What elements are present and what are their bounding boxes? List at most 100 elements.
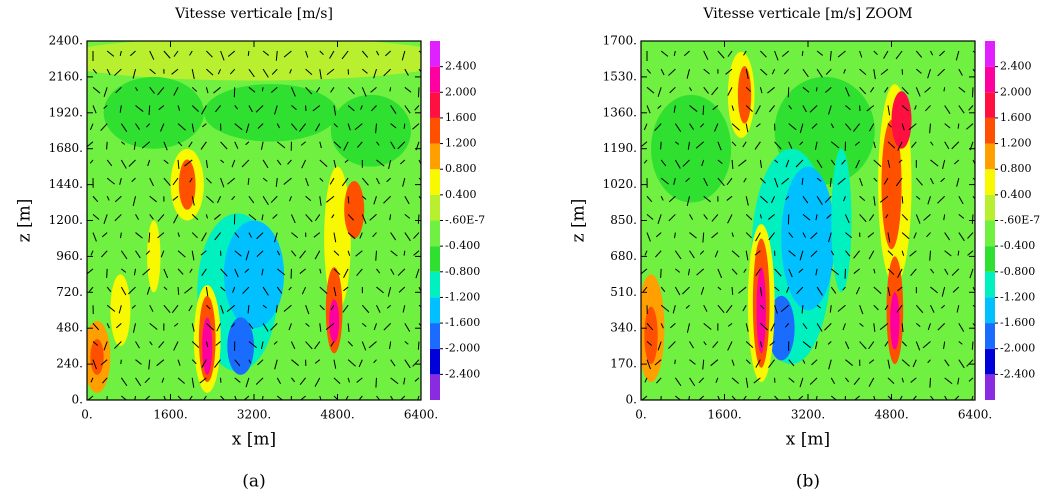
wind-vector [673,177,676,185]
contour-region [891,91,912,149]
wind-vector [795,159,804,168]
wind-vector [774,50,779,61]
wind-vector [319,177,324,182]
wind-vector [191,105,199,112]
wind-vector [754,141,761,150]
wind-vector [331,214,335,219]
y-tick-label: 680. [610,249,637,263]
wind-vector [745,196,749,206]
wind-vector [191,232,198,239]
wind-vector [418,50,421,54]
wind-vector [915,68,922,74]
wind-vector [883,50,889,59]
wind-vector [171,304,179,314]
wind-vector [685,304,690,309]
wind-vector [342,304,349,313]
wind-vector [809,377,818,385]
wind-vector [191,323,195,332]
wind-vector [788,232,794,238]
wind-vector [146,286,151,295]
wind-vector [674,286,681,296]
wind-vector [206,195,214,204]
wind-vector [646,359,651,370]
wind-vector [689,214,693,220]
wind-vector [754,250,761,256]
wind-vector [643,123,648,131]
wind-vector [689,232,697,239]
wind-vector [829,178,832,187]
wind-vector [119,50,122,57]
wind-vector [305,195,312,202]
wind-vector [234,141,239,149]
wind-vector [248,341,257,349]
wind-vector [745,105,753,112]
wind-vector [868,359,875,364]
wind-vector [314,250,321,260]
wind-vector [802,214,811,221]
wind-vector [944,250,952,257]
wind-vector [132,323,137,333]
wind-vector [655,232,662,238]
wind-vector [924,86,931,93]
wind-vector [686,196,691,207]
wind-vector [944,377,953,385]
wind-vector [248,232,253,238]
wind-vector [341,50,349,60]
wind-vector [120,232,122,239]
wind-vector [912,359,917,368]
wind-vector [915,87,921,97]
wind-vector [347,196,350,204]
wind-vector [915,177,923,186]
wind-vector [214,359,221,368]
wind-vector [387,286,392,297]
wind-vector [829,305,832,313]
wind-vector [376,304,381,313]
wind-vector [369,214,377,221]
wind-vector [895,50,903,60]
wind-vector [971,395,974,400]
wind-vector [106,141,108,150]
wind-vector [780,304,790,313]
wind-vector [330,341,335,347]
wind-vector [873,69,876,80]
colorbar-band [985,246,995,272]
wind-vector [106,323,110,329]
wind-vector [788,359,795,367]
wind-vector [356,377,363,383]
wind-vector [816,286,823,296]
wind-vector [262,50,269,56]
wind-vector [941,286,946,297]
wind-vector [830,395,838,400]
wind-vector [859,177,863,187]
wind-vector [699,250,705,255]
wind-vector [853,250,861,259]
wind-vector [698,395,705,400]
wind-vector [797,395,804,400]
colorbar-label: -1.600 [445,316,480,329]
wind-vector [326,68,335,76]
wind-vector [173,341,179,351]
wind-vector [291,105,297,111]
wind-vector [314,214,321,222]
wind-vector [897,286,903,292]
x-tick-label: 6400. [404,408,438,422]
wind-vector [177,159,180,170]
wind-vector [901,123,905,131]
wind-vector [191,359,197,365]
colorbar-label: 2.400 [445,60,477,73]
wind-vector [191,250,195,261]
wind-vector [743,268,747,273]
wind-vector [646,214,654,220]
wind-vector [801,305,804,314]
wind-vector [668,195,676,203]
wind-vector [869,123,875,132]
wind-vector [826,214,832,219]
wind-vector [915,214,921,224]
wind-vector [231,159,236,168]
wind-vector [289,196,292,202]
wind-vector [745,214,753,221]
wind-vector [206,322,215,331]
wind-vector [646,68,652,74]
wind-vector [148,232,151,243]
wind-vector [887,105,891,116]
